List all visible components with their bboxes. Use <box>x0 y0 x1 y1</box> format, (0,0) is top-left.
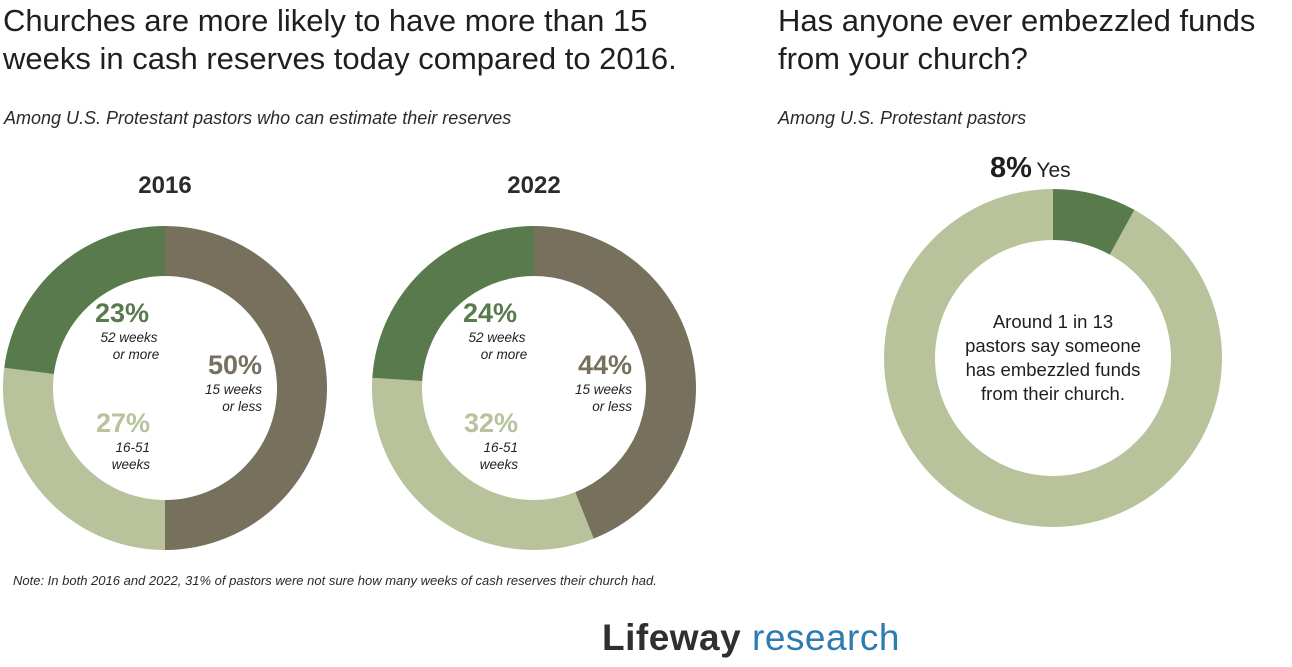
label-2022-52plus: 24% 52 weeks or more <box>428 298 552 363</box>
donut-embezzle <box>884 189 1222 527</box>
donut-slice-1-2 <box>372 226 534 381</box>
desc-2016-15less-1: 15 weeks <box>204 382 262 397</box>
left-title: Churches are more likely to have more th… <box>3 2 677 78</box>
label-2016-16to51: 27% 16-51 weeks <box>90 408 150 473</box>
donut-slice-0-2 <box>4 226 165 374</box>
pct-2016-15less: 50% <box>207 350 262 380</box>
desc-2016-15less-2: or less <box>222 399 262 414</box>
embezzle-center-text: Around 1 in 13 pastors say someone has e… <box>943 310 1163 406</box>
logo-part1: Lifeway <box>602 617 742 658</box>
donut-slice-2-1 <box>884 189 1222 527</box>
desc-embezzle-yes: Yes <box>1036 159 1071 182</box>
donut-slice-2-0 <box>1053 189 1135 255</box>
center-line4: from their church. <box>981 383 1125 404</box>
chart-2022-title: 2022 <box>507 172 561 199</box>
footnote: Note: In both 2016 and 2022, 31% of past… <box>13 573 657 588</box>
center-line3: has embezzled funds <box>965 359 1141 380</box>
donut-slice-1-0 <box>534 226 696 539</box>
right-subtitle: Among U.S. Protestant pastors <box>778 108 1027 128</box>
desc-2016-52plus-1: 52 weeks <box>100 330 158 345</box>
left-subtitle: Among U.S. Protestant pastors who can es… <box>4 108 512 128</box>
donut-slice-0-1 <box>3 367 165 550</box>
pct-2022-15less: 44% <box>577 350 632 380</box>
left-title-line2: weeks in cash reserves today compared to… <box>3 41 677 76</box>
logo-part2: research <box>752 617 900 658</box>
right-title-line1: Has anyone ever embezzled funds <box>778 3 1256 38</box>
right-title-line2: from your church? <box>778 41 1028 76</box>
desc-2016-16to51-1: 16-51 <box>115 440 150 455</box>
donut-slice-0-0 <box>165 226 327 550</box>
pct-2022-16to51: 32% <box>463 408 518 438</box>
desc-2022-15less-2: or less <box>592 399 632 414</box>
pct-embezzle-yes: 8% <box>990 152 1032 184</box>
right-title: Has anyone ever embezzled funds from you… <box>778 2 1255 78</box>
label-2016-52plus: 23% 52 weeks or more <box>60 298 184 363</box>
donut-2016 <box>3 226 327 550</box>
chart-2016-title: 2016 <box>138 172 192 199</box>
donut-2022 <box>372 226 696 550</box>
pct-2016-16to51: 27% <box>95 408 150 438</box>
left-title-line1: Churches are more likely to have more th… <box>3 3 648 38</box>
label-embezzle-yes: 8% Yes <box>990 152 1071 185</box>
label-2016-15less: 50% 15 weeks or less <box>190 350 262 415</box>
desc-2022-16to51-1: 16-51 <box>483 440 518 455</box>
lifeway-logo: Lifeway research <box>602 617 900 659</box>
center-line1: Around 1 in 13 <box>992 311 1114 332</box>
desc-2022-52plus-2: or more <box>480 347 528 362</box>
pct-2022-52plus: 24% <box>462 298 518 328</box>
desc-2022-16to51-2: weeks <box>479 457 518 472</box>
label-2022-15less: 44% 15 weeks or less <box>560 350 632 415</box>
desc-2022-15less-1: 15 weeks <box>574 382 632 397</box>
desc-2016-16to51-2: weeks <box>111 457 150 472</box>
center-line2: pastors say someone <box>965 335 1141 356</box>
desc-2016-52plus-2: or more <box>112 347 160 362</box>
pct-2016-52plus: 23% <box>94 298 150 328</box>
donut-slice-1-1 <box>372 377 594 550</box>
label-2022-16to51: 32% 16-51 weeks <box>458 408 518 473</box>
desc-2022-52plus-1: 52 weeks <box>468 330 526 345</box>
